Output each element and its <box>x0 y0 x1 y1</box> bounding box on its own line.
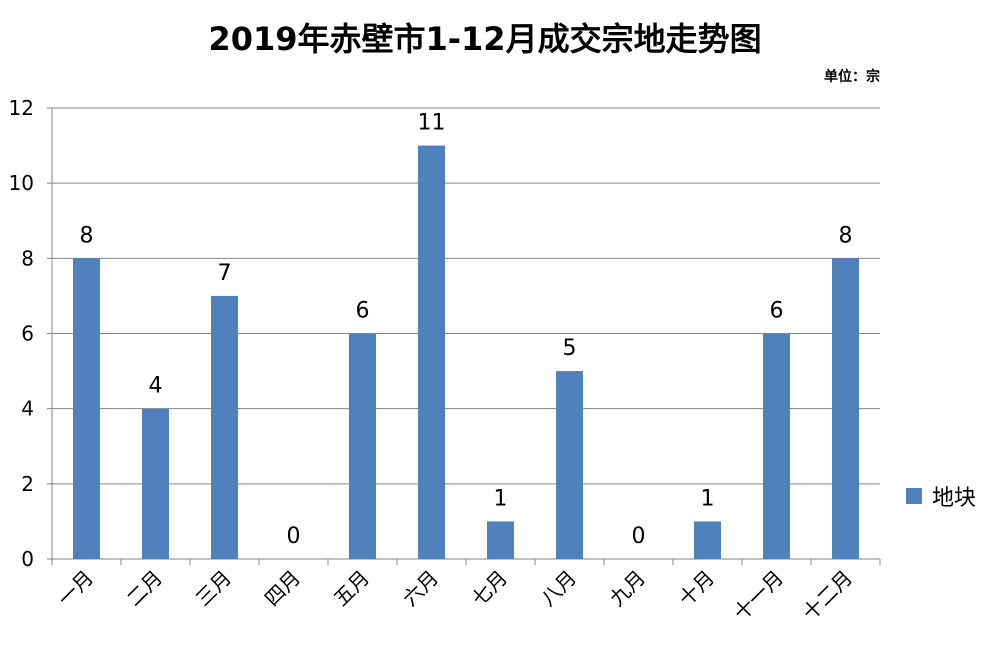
data-label: 0 <box>287 524 301 549</box>
chart-title: 2019年赤壁市1-12月成交宗地走势图 <box>208 20 762 58</box>
x-category-label: 六月 <box>398 566 443 611</box>
x-category-label: 十月 <box>674 566 719 611</box>
y-tick-label: 8 <box>21 246 34 270</box>
bar <box>832 258 859 559</box>
unit-label: 单位：宗 <box>824 69 880 85</box>
axes <box>47 107 881 565</box>
x-category-label: 二月 <box>122 566 167 611</box>
x-category-labels: 一月 二月 三月 四月 五月 六月 七月 八月 九月 十月 十一月 十二月 <box>53 566 857 625</box>
data-label: 8 <box>839 223 853 248</box>
x-category-label: 十二月 <box>798 566 857 625</box>
legend: 地块 <box>906 486 976 511</box>
x-category-label: 四月 <box>260 566 305 611</box>
x-category-label: 八月 <box>536 566 581 611</box>
x-category-label: 七月 <box>467 566 512 611</box>
y-tick-label: 4 <box>21 397 34 421</box>
data-label: 0 <box>632 524 646 549</box>
y-tick-label: 2 <box>21 472 34 496</box>
gridlines <box>52 107 880 485</box>
data-label: 7 <box>218 261 232 286</box>
y-tick-label: 0 <box>21 547 34 571</box>
y-tick-label: 6 <box>21 322 34 346</box>
x-category-label: 五月 <box>329 566 374 611</box>
x-category-label: 十一月 <box>729 566 788 625</box>
bar <box>763 333 790 559</box>
data-label: 1 <box>494 486 508 511</box>
x-category-label: 九月 <box>605 566 650 611</box>
data-label: 6 <box>770 299 784 324</box>
data-label: 11 <box>418 111 446 136</box>
legend-swatch <box>906 488 922 504</box>
bar <box>73 258 100 559</box>
data-label: 1 <box>701 486 715 511</box>
x-category-label: 一月 <box>53 566 98 611</box>
y-tick-label: 12 <box>9 96 34 120</box>
y-tick-labels: 0 2 4 6 8 10 12 <box>9 96 34 571</box>
data-label: 8 <box>80 223 94 248</box>
bar <box>142 408 169 559</box>
bar <box>556 371 583 559</box>
bars <box>73 145 859 560</box>
y-tick-label: 10 <box>9 171 34 195</box>
legend-label: 地块 <box>932 486 976 511</box>
bar <box>211 295 238 559</box>
bar <box>487 521 514 559</box>
data-label: 4 <box>149 374 163 399</box>
bar <box>418 145 445 560</box>
bar <box>349 333 376 559</box>
data-label: 6 <box>356 299 370 324</box>
x-category-label: 三月 <box>191 566 236 611</box>
data-label: 5 <box>563 336 577 361</box>
bar <box>694 521 721 559</box>
